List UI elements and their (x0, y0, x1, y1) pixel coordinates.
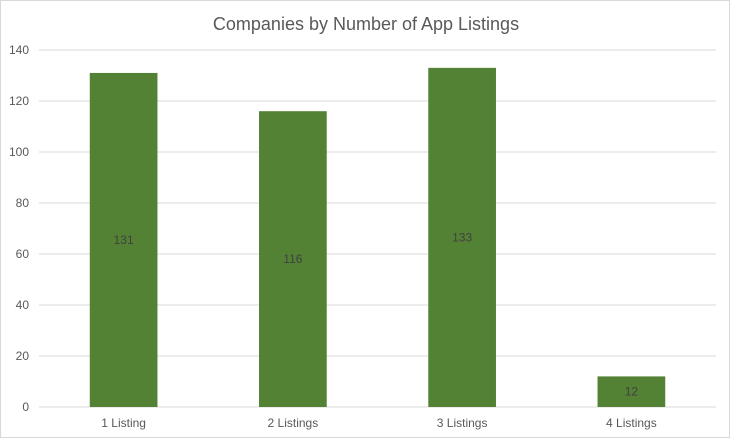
y-tick-label: 120 (9, 94, 29, 108)
x-tick-label: 2 Listings (268, 416, 319, 430)
x-tick-label: 3 Listings (437, 416, 488, 430)
x-tick-label: 4 Listings (606, 416, 657, 430)
y-tick-label: 80 (16, 196, 30, 210)
y-tick-label: 0 (22, 400, 29, 414)
y-tick-label: 20 (16, 349, 30, 363)
y-tick-label: 100 (9, 145, 29, 159)
y-axis-ticks: 0 20 40 60 80 100 120 140 (9, 43, 29, 414)
bar (259, 111, 327, 407)
data-label: 12 (625, 385, 639, 399)
bars (89, 67, 666, 407)
bar (428, 67, 496, 407)
data-label: 116 (283, 252, 302, 266)
data-label: 133 (452, 230, 472, 244)
bar (89, 72, 158, 407)
chart-title: Companies by Number of App Listings (213, 14, 519, 34)
y-tick-label: 40 (16, 298, 30, 312)
data-labels: 131 116 133 12 (114, 230, 639, 398)
data-label: 131 (114, 233, 134, 247)
y-tick-label: 140 (9, 43, 29, 57)
y-tick-label: 60 (16, 247, 30, 261)
bar (597, 376, 666, 407)
x-axis-ticks: 1 Listing 2 Listings 3 Listings 4 Listings (101, 416, 656, 430)
x-tick-label: 1 Listing (101, 416, 146, 430)
